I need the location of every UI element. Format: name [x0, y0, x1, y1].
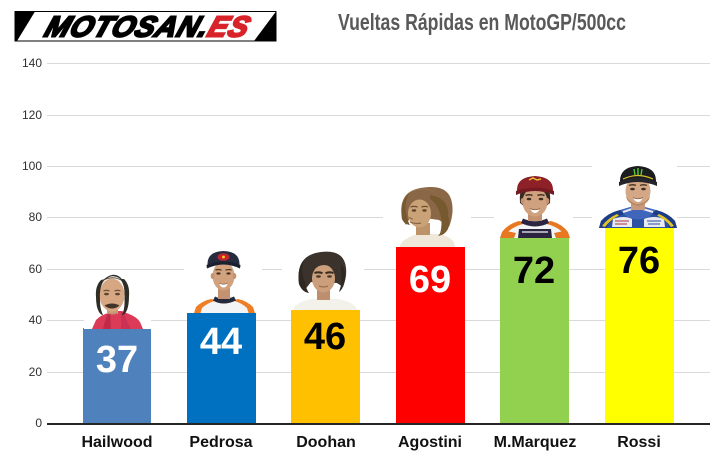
svg-text:MOTOSAN.ES: MOTOSAN.ES — [41, 11, 255, 43]
